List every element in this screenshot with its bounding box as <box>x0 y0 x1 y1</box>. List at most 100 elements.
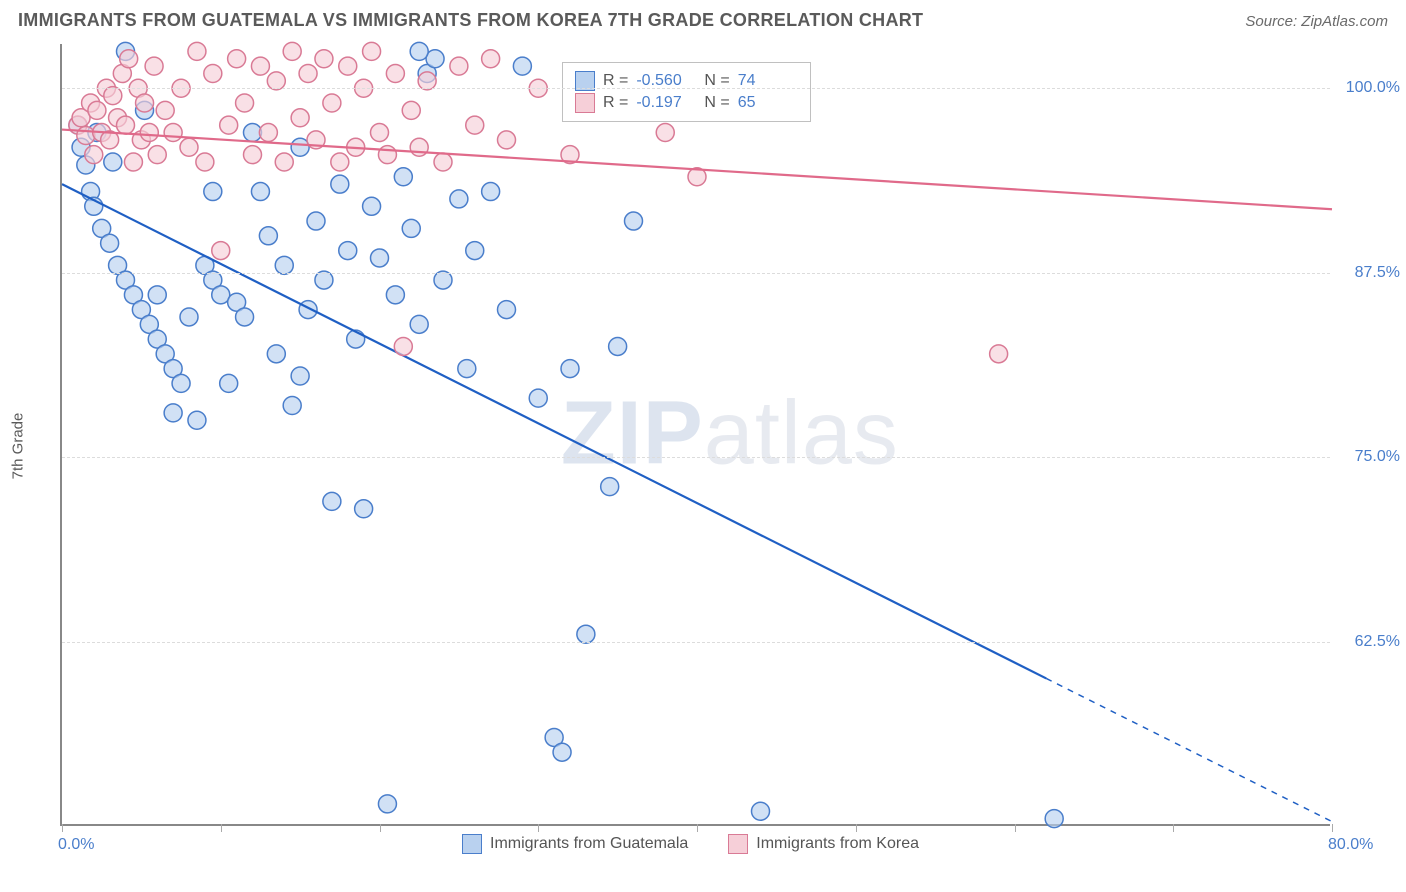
regression-dashed-guatemala <box>1046 678 1332 821</box>
x-tick <box>1173 824 1174 832</box>
scatter-point-korea <box>120 50 138 68</box>
scatter-point-guatemala <box>458 360 476 378</box>
scatter-point-korea <box>180 138 198 156</box>
scatter-point-korea <box>136 94 154 112</box>
scatter-point-guatemala <box>410 315 428 333</box>
scatter-point-korea <box>259 124 277 142</box>
scatter-point-guatemala <box>267 345 285 363</box>
source-name: ZipAtlas.com <box>1301 13 1388 30</box>
gridline <box>62 273 1330 274</box>
n-value-korea: 65 <box>738 94 798 112</box>
scatter-point-guatemala <box>609 337 627 355</box>
r-label: R = <box>603 94 628 112</box>
scatter-point-guatemala <box>259 227 277 245</box>
scatter-point-guatemala <box>450 190 468 208</box>
scatter-point-korea <box>498 131 516 149</box>
y-tick-label: 62.5% <box>1340 633 1400 651</box>
scatter-point-korea <box>315 50 333 68</box>
stats-legend: R =-0.560N =74R =-0.197N =65 <box>562 62 811 122</box>
x-tick <box>62 824 63 832</box>
source-prefix: Source: <box>1245 13 1301 30</box>
scatter-point-korea <box>251 57 269 75</box>
scatter-point-korea <box>156 101 174 119</box>
scatter-point-guatemala <box>104 153 122 171</box>
scatter-point-korea <box>88 101 106 119</box>
x-tick <box>856 824 857 832</box>
scatter-point-korea <box>331 153 349 171</box>
scatter-point-guatemala <box>378 795 396 813</box>
r-value-korea: -0.197 <box>636 94 696 112</box>
regression-line-guatemala <box>62 184 1046 678</box>
scatter-point-korea <box>236 94 254 112</box>
scatter-point-korea <box>283 42 301 60</box>
scatter-point-korea <box>339 57 357 75</box>
scatter-point-korea <box>482 50 500 68</box>
y-axis-title: 7th Grade <box>10 413 27 480</box>
scatter-point-korea <box>291 109 309 127</box>
scatter-point-korea <box>140 124 158 142</box>
scatter-point-guatemala <box>752 802 770 820</box>
scatter-point-guatemala <box>220 374 238 392</box>
plot-area: ZIPatlas R =-0.560N =74R =-0.197N =65 Im… <box>60 44 1330 826</box>
regression-line-korea <box>62 130 1332 210</box>
scatter-point-korea <box>212 242 230 260</box>
scatter-point-guatemala <box>601 478 619 496</box>
scatter-point-guatemala <box>307 212 325 230</box>
scatter-point-guatemala <box>394 168 412 186</box>
y-tick-label: 87.5% <box>1340 264 1400 282</box>
scatter-point-korea <box>117 116 135 134</box>
scatter-point-guatemala <box>577 625 595 643</box>
scatter-point-guatemala <box>513 57 531 75</box>
scatter-point-korea <box>196 153 214 171</box>
scatter-point-korea <box>386 65 404 83</box>
scatter-point-korea <box>410 138 428 156</box>
scatter-point-korea <box>77 126 95 144</box>
scatter-point-guatemala <box>180 308 198 326</box>
x-axis-label: 0.0% <box>58 836 94 854</box>
scatter-point-guatemala <box>148 286 166 304</box>
scatter-point-korea <box>188 42 206 60</box>
scatter-point-korea <box>299 65 317 83</box>
scatter-point-guatemala <box>172 374 190 392</box>
y-tick-label: 75.0% <box>1340 448 1400 466</box>
scatter-point-guatemala <box>386 286 404 304</box>
scatter-point-guatemala <box>236 308 254 326</box>
scatter-point-guatemala <box>283 396 301 414</box>
scatter-point-guatemala <box>498 301 516 319</box>
chart-svg <box>62 44 1330 824</box>
scatter-point-guatemala <box>331 175 349 193</box>
scatter-point-korea <box>363 42 381 60</box>
x-tick <box>697 824 698 832</box>
scatter-point-korea <box>434 153 452 171</box>
source-label: Source: ZipAtlas.com <box>1245 13 1388 30</box>
legend-item-korea: Immigrants from Korea <box>728 834 919 854</box>
scatter-point-guatemala <box>291 367 309 385</box>
x-tick <box>1015 824 1016 832</box>
scatter-point-korea <box>275 153 293 171</box>
scatter-point-korea <box>418 72 436 90</box>
scatter-point-guatemala <box>188 411 206 429</box>
legend-swatch-korea <box>728 834 748 854</box>
x-tick <box>538 824 539 832</box>
gridline <box>62 457 1330 458</box>
scatter-point-korea <box>204 65 222 83</box>
legend-swatch-guatemala <box>462 834 482 854</box>
scatter-point-korea <box>656 124 674 142</box>
scatter-point-guatemala <box>339 242 357 260</box>
scatter-point-guatemala <box>323 492 341 510</box>
scatter-point-guatemala <box>164 404 182 422</box>
scatter-point-korea <box>378 146 396 164</box>
legend-label-korea: Immigrants from Korea <box>756 835 919 853</box>
scatter-point-korea <box>145 57 163 75</box>
scatter-point-guatemala <box>251 183 269 201</box>
legend-label-guatemala: Immigrants from Guatemala <box>490 835 688 853</box>
scatter-point-guatemala <box>410 42 428 60</box>
gridline <box>62 642 1330 643</box>
scatter-point-guatemala <box>204 183 222 201</box>
scatter-point-guatemala <box>355 500 373 518</box>
x-tick <box>1332 824 1333 832</box>
scatter-point-korea <box>85 146 103 164</box>
legend-item-guatemala: Immigrants from Guatemala <box>462 834 688 854</box>
scatter-point-korea <box>124 153 142 171</box>
scatter-point-korea <box>990 345 1008 363</box>
